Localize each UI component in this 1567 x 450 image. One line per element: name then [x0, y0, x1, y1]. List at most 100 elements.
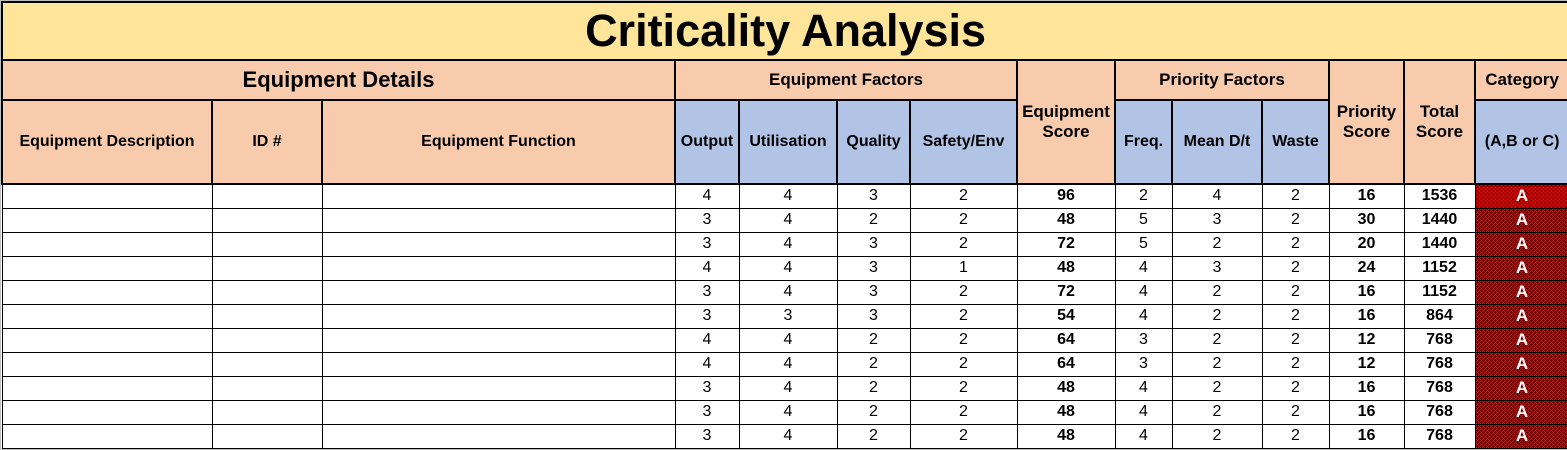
- header-freq[interactable]: Freq.: [1114, 99, 1173, 185]
- cell-safety-env[interactable]: 2: [909, 183, 1018, 209]
- cell-description[interactable]: [1, 231, 213, 257]
- header-output[interactable]: Output: [674, 99, 740, 185]
- cell-utilisation[interactable]: 4: [738, 399, 838, 425]
- cell-description[interactable]: [1, 255, 213, 281]
- cell-category[interactable]: A: [1474, 375, 1567, 401]
- header-category[interactable]: Category: [1473, 59, 1567, 101]
- cell-id[interactable]: [211, 207, 323, 233]
- cell-mean-dt[interactable]: 2: [1171, 351, 1263, 377]
- cell-id[interactable]: [211, 231, 323, 257]
- cell-safety-env[interactable]: 2: [909, 231, 1018, 257]
- header-id-number[interactable]: ID #: [211, 99, 323, 185]
- cell-utilisation[interactable]: 4: [738, 207, 838, 233]
- cell-id[interactable]: [211, 279, 323, 305]
- cell-function[interactable]: [321, 351, 676, 377]
- cell-priority-score[interactable]: 16: [1328, 279, 1405, 305]
- cell-freq[interactable]: 4: [1114, 423, 1173, 449]
- cell-mean-dt[interactable]: 2: [1171, 399, 1263, 425]
- cell-description[interactable]: [1, 327, 213, 353]
- cell-mean-dt[interactable]: 3: [1171, 255, 1263, 281]
- cell-output[interactable]: 4: [674, 327, 740, 353]
- cell-id[interactable]: [211, 423, 323, 449]
- header-category-scale[interactable]: (A,B or C): [1473, 99, 1567, 185]
- cell-output[interactable]: 3: [674, 399, 740, 425]
- cell-priority-score[interactable]: 20: [1328, 231, 1405, 257]
- cell-total-score[interactable]: 768: [1403, 399, 1476, 425]
- cell-freq[interactable]: 3: [1114, 327, 1173, 353]
- cell-category[interactable]: A: [1474, 423, 1567, 449]
- cell-safety-env[interactable]: 2: [909, 399, 1018, 425]
- cell-quality[interactable]: 2: [836, 375, 911, 401]
- cell-waste[interactable]: 2: [1261, 327, 1330, 353]
- cell-function[interactable]: [321, 375, 676, 401]
- cell-description[interactable]: [1, 279, 213, 305]
- cell-waste[interactable]: 2: [1261, 207, 1330, 233]
- cell-waste[interactable]: 2: [1261, 303, 1330, 329]
- cell-waste[interactable]: 2: [1261, 231, 1330, 257]
- cell-function[interactable]: [321, 207, 676, 233]
- cell-id[interactable]: [211, 303, 323, 329]
- cell-category[interactable]: A: [1474, 399, 1567, 425]
- cell-output[interactable]: 4: [674, 183, 740, 209]
- header-equipment-function[interactable]: Equipment Function: [321, 99, 676, 185]
- cell-total-score[interactable]: 1440: [1403, 231, 1476, 257]
- cell-equipment-score[interactable]: 48: [1016, 207, 1116, 233]
- cell-equipment-score[interactable]: 48: [1016, 423, 1116, 449]
- cell-quality[interactable]: 2: [836, 351, 911, 377]
- cell-waste[interactable]: 2: [1261, 279, 1330, 305]
- cell-quality[interactable]: 3: [836, 303, 911, 329]
- cell-safety-env[interactable]: 2: [909, 303, 1018, 329]
- cell-total-score[interactable]: 1152: [1403, 279, 1476, 305]
- cell-id[interactable]: [211, 375, 323, 401]
- cell-mean-dt[interactable]: 4: [1171, 183, 1263, 209]
- cell-category[interactable]: A: [1474, 207, 1567, 233]
- cell-priority-score[interactable]: 30: [1328, 207, 1405, 233]
- header-equipment-details[interactable]: Equipment Details: [1, 59, 676, 101]
- cell-utilisation[interactable]: 4: [738, 183, 838, 209]
- cell-function[interactable]: [321, 303, 676, 329]
- cell-mean-dt[interactable]: 2: [1171, 231, 1263, 257]
- cell-safety-env[interactable]: 2: [909, 327, 1018, 353]
- cell-description[interactable]: [1, 351, 213, 377]
- cell-function[interactable]: [321, 231, 676, 257]
- sheet-title[interactable]: Criticality Analysis: [0, 1, 1567, 61]
- cell-safety-env[interactable]: 2: [909, 423, 1018, 449]
- cell-total-score[interactable]: 864: [1403, 303, 1476, 329]
- cell-safety-env[interactable]: 2: [909, 375, 1018, 401]
- cell-id[interactable]: [211, 351, 323, 377]
- cell-waste[interactable]: 2: [1261, 399, 1330, 425]
- cell-description[interactable]: [1, 303, 213, 329]
- cell-utilisation[interactable]: 4: [738, 279, 838, 305]
- cell-freq[interactable]: 4: [1114, 399, 1173, 425]
- cell-id[interactable]: [211, 399, 323, 425]
- cell-utilisation[interactable]: 4: [738, 375, 838, 401]
- cell-id[interactable]: [211, 255, 323, 281]
- cell-function[interactable]: [321, 279, 676, 305]
- cell-priority-score[interactable]: 16: [1328, 183, 1405, 209]
- cell-waste[interactable]: 2: [1261, 255, 1330, 281]
- cell-quality[interactable]: 2: [836, 207, 911, 233]
- cell-description[interactable]: [1, 399, 213, 425]
- cell-output[interactable]: 4: [674, 255, 740, 281]
- header-safety-env[interactable]: Safety/Env: [909, 99, 1018, 185]
- cell-category[interactable]: A: [1474, 231, 1567, 257]
- cell-id[interactable]: [211, 327, 323, 353]
- cell-output[interactable]: 4: [674, 351, 740, 377]
- cell-total-score[interactable]: 1440: [1403, 207, 1476, 233]
- cell-utilisation[interactable]: 4: [738, 231, 838, 257]
- cell-equipment-score[interactable]: 54: [1016, 303, 1116, 329]
- cell-utilisation[interactable]: 4: [738, 351, 838, 377]
- cell-freq[interactable]: 2: [1114, 183, 1173, 209]
- cell-safety-env[interactable]: 2: [909, 207, 1018, 233]
- cell-freq[interactable]: 4: [1114, 303, 1173, 329]
- header-equipment-factors[interactable]: Equipment Factors: [674, 59, 1018, 101]
- cell-waste[interactable]: 2: [1261, 423, 1330, 449]
- cell-function[interactable]: [321, 183, 676, 209]
- cell-priority-score[interactable]: 12: [1328, 351, 1405, 377]
- cell-safety-env[interactable]: 2: [909, 351, 1018, 377]
- cell-output[interactable]: 3: [674, 207, 740, 233]
- cell-category[interactable]: A: [1474, 303, 1567, 329]
- cell-safety-env[interactable]: 2: [909, 279, 1018, 305]
- cell-priority-score[interactable]: 16: [1328, 399, 1405, 425]
- cell-mean-dt[interactable]: 3: [1171, 207, 1263, 233]
